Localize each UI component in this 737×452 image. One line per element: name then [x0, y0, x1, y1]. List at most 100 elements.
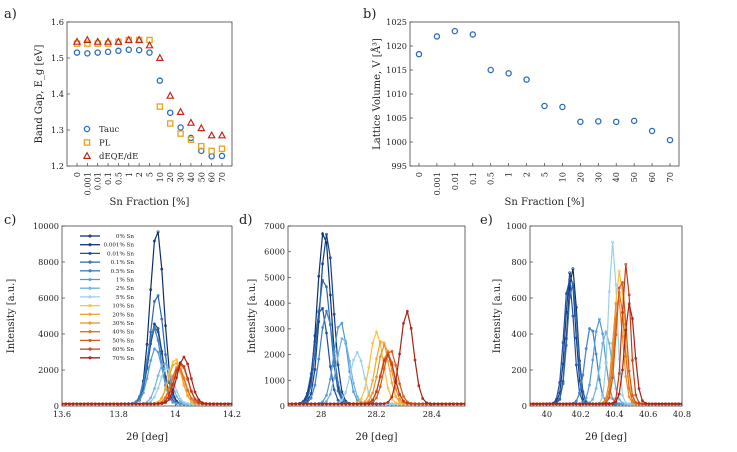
legend-marker [88, 277, 92, 282]
data-point [84, 50, 91, 57]
data-point [505, 70, 512, 77]
series-point [201, 401, 204, 405]
data-point [93, 37, 102, 45]
series-line [530, 279, 682, 405]
series-point [584, 396, 588, 400]
series-line [530, 292, 682, 405]
series-point [182, 400, 186, 404]
panel-label-c: c) [4, 213, 16, 228]
series-point [564, 402, 568, 406]
series-point [182, 364, 186, 368]
series-point [325, 331, 328, 335]
series-point [134, 402, 138, 406]
series-point [171, 382, 175, 386]
series-point [568, 296, 572, 299]
x-tick-label: 28.2 [367, 409, 385, 419]
series-point [558, 402, 562, 406]
series-point [186, 394, 190, 398]
series-point [627, 395, 631, 399]
series-point [538, 402, 542, 406]
data-point [125, 46, 133, 53]
series-point [555, 397, 558, 401]
series-point [601, 395, 605, 399]
legend-marker [88, 356, 92, 360]
series-point [145, 402, 149, 406]
series-point [75, 402, 79, 406]
series-point [571, 402, 575, 406]
data-point [630, 117, 638, 125]
series-point [421, 402, 425, 406]
series-point [321, 402, 325, 406]
x-tick-label: 30 [176, 172, 186, 182]
y-axis-label: Intensity [a.u.] [247, 279, 258, 354]
series-point [193, 397, 197, 401]
legend-marker [88, 312, 92, 316]
series-point [617, 397, 621, 401]
series-point [171, 395, 175, 399]
legend-label: 0% Sn [116, 234, 134, 240]
series-point [634, 401, 638, 404]
series-point [317, 274, 321, 278]
y-tick-label: 1000 [506, 221, 527, 231]
series-point [640, 402, 644, 406]
y-tick-label: 10000 [33, 221, 59, 231]
series-point [611, 397, 615, 401]
series-point [631, 359, 634, 362]
series-point [164, 362, 167, 365]
series-point [611, 376, 615, 380]
series-point [558, 381, 562, 384]
series-point [654, 402, 657, 406]
series-point [197, 401, 201, 404]
y-tick-label: 600 [511, 293, 527, 303]
series-point [614, 400, 618, 404]
data-point [72, 37, 82, 45]
series-point [116, 402, 119, 406]
series-point [394, 395, 398, 398]
panel-label-d: d) [239, 213, 252, 228]
series-point [352, 402, 355, 406]
series-point [325, 232, 328, 236]
series-point [340, 402, 344, 406]
y-axis-label: Intensity [a.u.] [492, 279, 503, 354]
series-point [123, 402, 127, 406]
series-point [97, 402, 101, 406]
series-point [561, 341, 565, 344]
series-point [591, 397, 595, 401]
x-tick-label: 0 [414, 172, 424, 177]
series-point [594, 352, 598, 356]
plot-frame [61, 225, 233, 407]
series-point [156, 230, 160, 234]
series-point [340, 337, 344, 340]
data-point [648, 127, 656, 135]
series-point [631, 394, 634, 397]
series-point [313, 402, 317, 406]
series-point [67, 402, 71, 406]
series-point [405, 401, 409, 405]
series-point [617, 269, 621, 273]
series-point [621, 281, 624, 284]
series-point [398, 352, 401, 356]
series-point [378, 375, 382, 379]
series-point [402, 394, 405, 398]
legend-marker [83, 125, 91, 133]
series-point [149, 335, 153, 339]
y-tick-label: 0 [54, 401, 59, 411]
series-point [149, 396, 153, 400]
series-point [425, 401, 428, 405]
x-tick-label: 0.5 [113, 172, 123, 185]
data-point [541, 102, 548, 110]
series-point [93, 402, 97, 406]
series-point [541, 402, 545, 406]
series-point [624, 401, 628, 405]
series-point [551, 402, 555, 406]
series-point [336, 389, 340, 393]
series-point [597, 317, 601, 321]
series-layer [288, 231, 465, 406]
series-point [156, 339, 160, 342]
series-point [359, 402, 363, 406]
series-point [375, 330, 378, 334]
series-point [601, 402, 605, 406]
series-point [581, 373, 585, 377]
series-point [348, 402, 351, 406]
legend-label: 0.1% Sn [111, 260, 135, 266]
